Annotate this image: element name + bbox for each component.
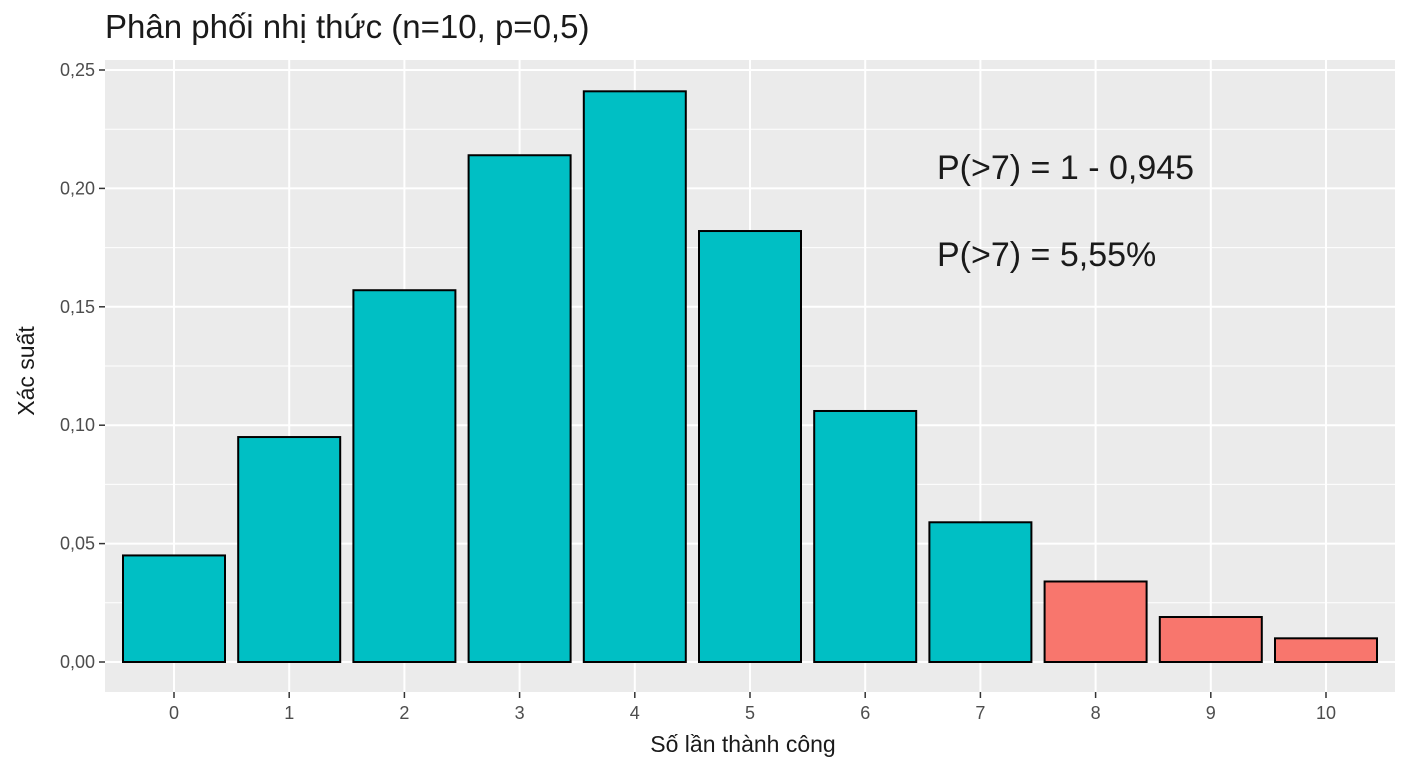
bar-7 (928, 521, 1033, 664)
x-axis-title: Số lần thành công (650, 731, 835, 757)
x-tick-label: 4 (630, 703, 640, 723)
x-tick-label: 2 (399, 703, 409, 723)
x-tick-label: 7 (975, 703, 985, 723)
bar-1 (237, 436, 342, 664)
bar-9 (1158, 616, 1263, 663)
bars (122, 90, 1378, 664)
x-tick-labels: 0 1 2 3 4 5 6 7 8 9 10 (169, 692, 1336, 723)
x-tick-label: 6 (860, 703, 870, 723)
y-tick-label: 0,20 (60, 178, 95, 198)
y-tick-label: 0,10 (60, 415, 95, 435)
bar-10 (1274, 637, 1378, 664)
y-tick-labels: 0,00 0,05 0,10 0,15 0,20 0,25 (60, 60, 105, 672)
bar-6 (813, 409, 918, 663)
bar-3 (467, 154, 572, 664)
x-tick-label: 9 (1206, 703, 1216, 723)
x-tick-label: 3 (515, 703, 525, 723)
bar-4 (582, 90, 687, 663)
annotation-complement: P(>7) = 1 - 0,945 (937, 149, 1194, 187)
x-tick-label: 5 (745, 703, 755, 723)
y-tick-label: 0,05 (60, 534, 95, 554)
y-tick-label: 0,00 (60, 652, 95, 672)
chart-title: Phân phối nhị thức (n=10, p=0,5) (105, 8, 590, 45)
x-tick-label: 0 (169, 703, 179, 723)
y-tick-label: 0,25 (60, 60, 95, 80)
x-tick-label: 10 (1316, 703, 1336, 723)
y-axis-title: Xác suất (13, 326, 39, 416)
annotation-result: P(>7) = 5,55% (937, 236, 1156, 274)
y-tick-label: 0,15 (60, 297, 95, 317)
bar-2 (352, 289, 457, 663)
x-tick-label: 1 (284, 703, 294, 723)
bar-0 (122, 554, 226, 663)
bar-5 (698, 230, 802, 664)
x-tick-label: 8 (1091, 703, 1101, 723)
bar-8 (1043, 580, 1148, 663)
